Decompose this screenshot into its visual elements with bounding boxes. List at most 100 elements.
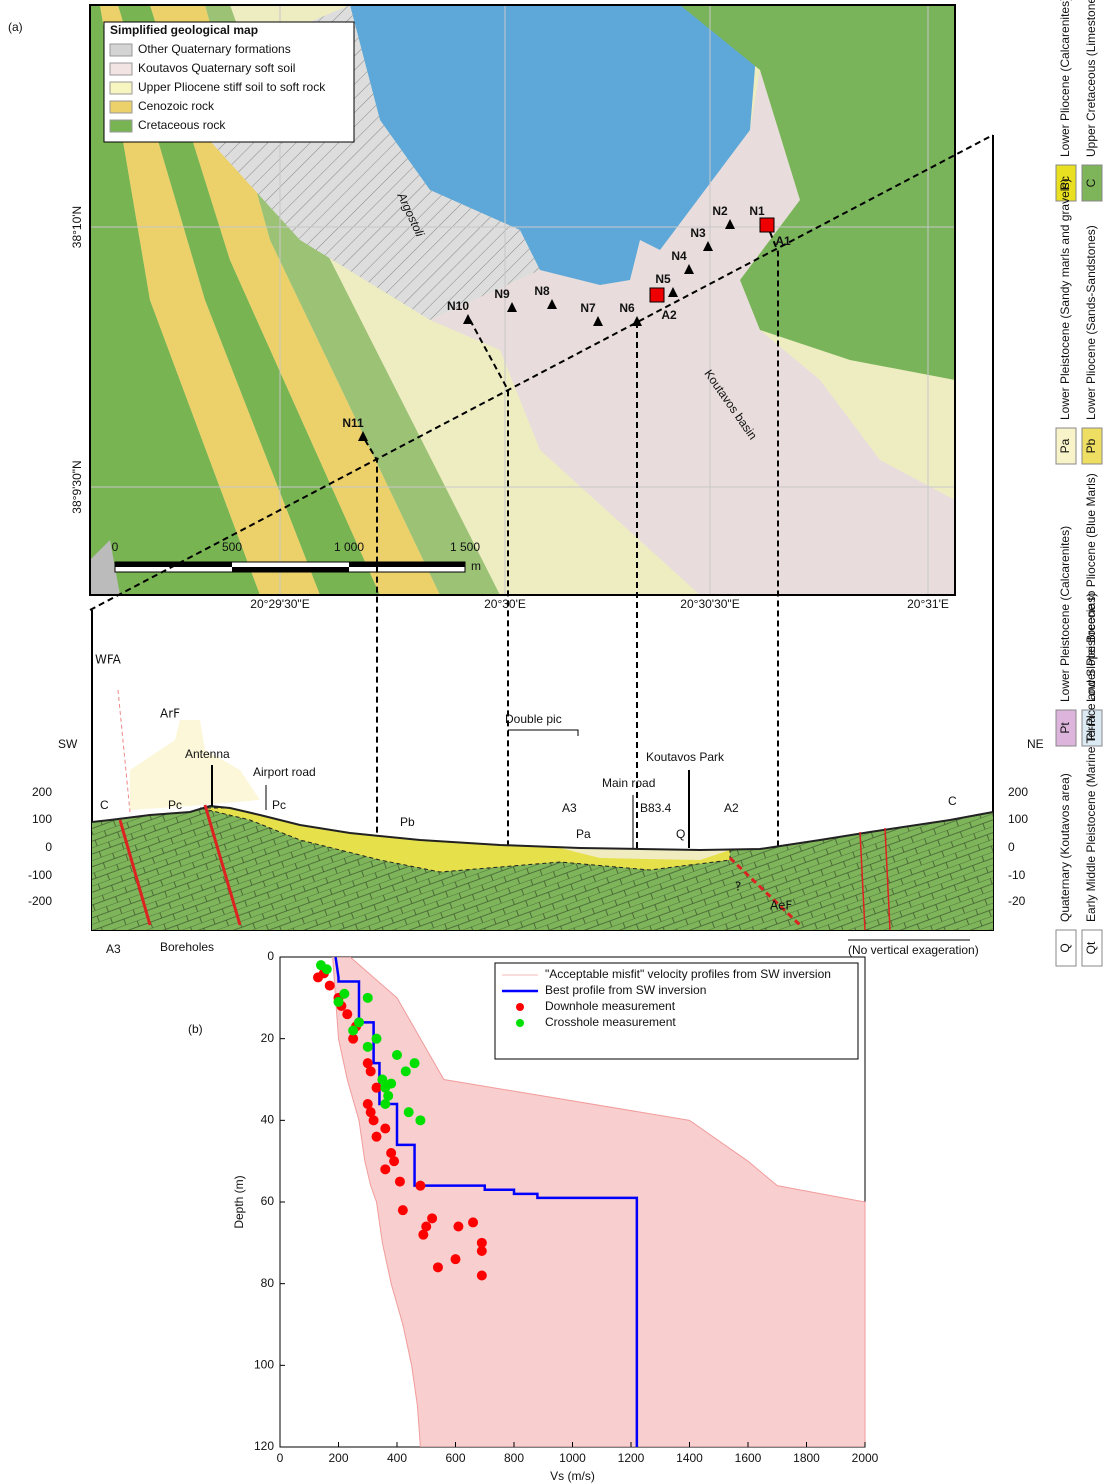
legend-marker xyxy=(516,1019,524,1027)
station-label: N6 xyxy=(619,301,635,315)
elevation-tick: -10 xyxy=(1008,868,1026,882)
section-label: Antenna xyxy=(185,747,230,761)
section-label: Airport road xyxy=(253,765,316,779)
measurement-point xyxy=(409,1058,420,1069)
legend-label: Crosshole measurement xyxy=(545,1015,676,1029)
map xyxy=(89,4,994,850)
legend-swatch xyxy=(109,43,133,57)
key-swatch xyxy=(1081,929,1103,967)
measurement-point xyxy=(415,1115,426,1126)
measurement-point xyxy=(386,1148,397,1158)
elevation-tick: 0 xyxy=(1008,840,1015,854)
measurement-point xyxy=(386,1078,397,1089)
section-label: C xyxy=(100,798,109,812)
elevation-tick: 100 xyxy=(1008,812,1028,826)
section-label: Pc xyxy=(272,798,286,812)
envelope-fill xyxy=(332,957,865,1447)
fault-label: WFA xyxy=(95,653,122,667)
key-text: Early Middle Pleistocene (Marine Terrace… xyxy=(1084,593,1098,922)
measurement-point xyxy=(371,1082,382,1093)
y-tick-label: 40 xyxy=(261,1113,275,1127)
measurement-point xyxy=(427,1213,438,1224)
station-label: N9 xyxy=(494,287,510,301)
key-swatch xyxy=(1055,164,1077,202)
key-text: Lower Pliocene (Sands-Sandstones) xyxy=(1084,225,1098,420)
measurement-point xyxy=(476,1246,487,1256)
measurement-point xyxy=(362,992,373,1003)
legend-label: Downhole measurement xyxy=(545,999,676,1013)
legend-label: Cretaceous rock xyxy=(138,118,226,132)
legend-title: Simplified geological map xyxy=(110,23,258,37)
station-label: N4 xyxy=(671,249,687,263)
measurement-point xyxy=(394,1176,405,1187)
legend-label: Koutavos Quaternary soft soil xyxy=(138,61,295,75)
measurement-point xyxy=(418,1229,429,1240)
section-label: Koutavos Park xyxy=(646,750,725,764)
elevation-tick: -100 xyxy=(28,868,52,882)
key-swatch xyxy=(1081,164,1103,202)
scale-label: 1 000 xyxy=(334,540,364,554)
station-label: N1 xyxy=(749,204,765,218)
key-symbol: Pl-Pl xyxy=(1084,715,1098,740)
measurement-point xyxy=(468,1217,479,1228)
x-tick-label: 800 xyxy=(504,1451,524,1465)
lon-label: 20°31'E xyxy=(907,597,949,611)
key-text: Upper Cretaceous (Limestones) xyxy=(1084,0,1098,157)
elevation-tick: -200 xyxy=(28,894,52,908)
key-text: Lower Pliocene (Calcarenites) xyxy=(1058,0,1072,157)
station-label: N10 xyxy=(447,299,469,313)
lon-label: 20°30'E xyxy=(484,597,526,611)
measurement-point xyxy=(362,1099,373,1109)
measurement-point xyxy=(365,1107,376,1118)
section-label: (No vertical exageration) xyxy=(848,943,979,957)
y-tick-label: 120 xyxy=(254,1439,274,1453)
measurement-point xyxy=(403,1107,414,1118)
legend-label: Upper Pliocene stiff soil to soft rock xyxy=(138,80,326,94)
legend-swatch xyxy=(109,62,133,76)
measurement-point xyxy=(400,1066,411,1077)
section-label: Pb xyxy=(400,815,415,829)
measurement-point xyxy=(432,1262,443,1273)
lat-label: 38°10'N xyxy=(70,206,84,248)
scale-label: m xyxy=(471,559,481,573)
x-tick-label: 1200 xyxy=(618,1451,645,1465)
measurement-point xyxy=(392,1050,402,1060)
x-tick-label: 2000 xyxy=(852,1451,879,1465)
envelope-edge xyxy=(332,956,421,1448)
station-marker xyxy=(703,241,713,251)
measurement-point xyxy=(380,1123,391,1134)
measurement-point xyxy=(383,1090,394,1101)
y-tick-label: 80 xyxy=(261,1276,275,1290)
best-profile xyxy=(334,956,639,1447)
key-symbol: Pb xyxy=(1084,438,1098,453)
panel-label: (a) xyxy=(8,20,23,34)
key-symbol: Pc xyxy=(1058,176,1072,190)
legend-label: Best profile from SW inversion xyxy=(545,983,706,997)
section-label: Pa xyxy=(576,827,591,841)
measurement-point xyxy=(339,988,350,999)
measurement-point xyxy=(333,996,344,1007)
key-symbol: Qt xyxy=(1084,941,1098,954)
section-label: Pc xyxy=(168,798,182,812)
elevation-tick: 100 xyxy=(32,812,52,826)
y-tick-label: 100 xyxy=(254,1358,274,1372)
measurement-point xyxy=(421,1221,432,1232)
station-label: N8 xyxy=(534,284,550,298)
section-label: Main road xyxy=(602,776,655,790)
measurement-point xyxy=(476,1237,487,1248)
x-tick-label: 1600 xyxy=(735,1451,762,1465)
section-end: SW xyxy=(58,737,78,751)
measurement-point xyxy=(324,980,335,991)
section-label: ? xyxy=(735,880,741,894)
section-label: B83.4 xyxy=(640,801,672,815)
key-swatch xyxy=(1055,427,1077,465)
station-marker xyxy=(668,287,678,297)
cross-section xyxy=(91,135,994,941)
elevation-tick: 200 xyxy=(32,785,52,799)
x-axis-label: Vs (m/s) xyxy=(550,1469,595,1483)
section-label: A3 xyxy=(562,801,577,815)
key-symbol: Pt xyxy=(1058,722,1072,734)
station-marker xyxy=(632,316,642,326)
section-label: A2 xyxy=(724,801,739,815)
